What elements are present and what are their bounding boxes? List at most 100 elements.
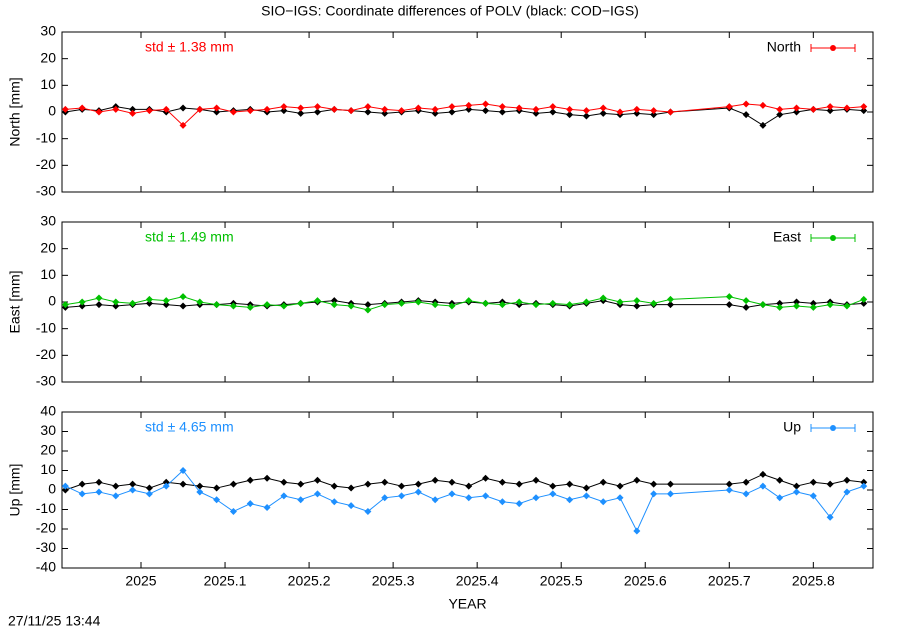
data-point bbox=[498, 108, 506, 116]
data-point bbox=[263, 504, 271, 512]
data-point bbox=[297, 496, 305, 504]
data-point bbox=[759, 101, 767, 109]
y-tick-label: -30 bbox=[36, 183, 56, 199]
data-point bbox=[532, 105, 540, 113]
data-point bbox=[263, 105, 271, 113]
data-point bbox=[666, 480, 674, 488]
data-point bbox=[246, 107, 254, 115]
series-line bbox=[65, 296, 864, 311]
data-point bbox=[196, 488, 204, 496]
y-tick-label: 20 bbox=[40, 239, 56, 255]
y-axis-label: Up [mm] bbox=[7, 464, 23, 517]
data-point bbox=[162, 105, 170, 113]
data-point bbox=[549, 299, 557, 307]
data-point bbox=[793, 488, 801, 496]
data-point bbox=[549, 108, 557, 116]
data-point bbox=[112, 302, 120, 310]
data-point bbox=[515, 298, 523, 306]
data-point bbox=[650, 299, 658, 307]
data-point bbox=[482, 299, 490, 307]
data-point bbox=[78, 480, 86, 488]
data-point bbox=[145, 107, 153, 115]
data-point bbox=[793, 298, 801, 306]
x-tick-label: 2025 bbox=[125, 573, 156, 589]
data-point bbox=[364, 103, 372, 111]
data-point bbox=[633, 476, 641, 484]
chart-title: SIO−IGS: Coordinate differences of POLV … bbox=[261, 3, 639, 19]
data-point bbox=[280, 492, 288, 500]
data-point bbox=[280, 478, 288, 486]
x-tick-label: 2025.1 bbox=[204, 573, 247, 589]
data-point bbox=[129, 486, 137, 494]
legend-symbol bbox=[830, 235, 836, 241]
data-point bbox=[776, 105, 784, 113]
data-point bbox=[196, 105, 204, 113]
data-point bbox=[860, 299, 868, 307]
data-point bbox=[213, 496, 221, 504]
data-point bbox=[246, 476, 254, 484]
x-tick-label: 2025.4 bbox=[456, 573, 499, 589]
data-point bbox=[431, 109, 439, 117]
data-point bbox=[566, 301, 574, 309]
data-point bbox=[78, 490, 86, 498]
data-point bbox=[843, 302, 851, 310]
y-tick-label: -10 bbox=[36, 500, 56, 516]
series-line bbox=[65, 300, 864, 308]
data-point bbox=[742, 100, 750, 108]
x-axis-label: YEAR bbox=[448, 596, 486, 612]
legend-label: East bbox=[773, 229, 801, 245]
data-point bbox=[793, 104, 801, 112]
data-point bbox=[843, 104, 851, 112]
data-point bbox=[414, 104, 422, 112]
data-point bbox=[162, 297, 170, 305]
x-tick-label: 2025.6 bbox=[624, 573, 667, 589]
data-point bbox=[381, 301, 389, 309]
y-axis-label: North [mm] bbox=[7, 77, 23, 146]
data-point bbox=[582, 107, 590, 115]
data-point bbox=[448, 478, 456, 486]
data-point bbox=[95, 108, 103, 116]
data-point bbox=[381, 105, 389, 113]
data-point bbox=[566, 105, 574, 113]
data-point bbox=[809, 105, 817, 113]
data-point bbox=[431, 105, 439, 113]
data-point bbox=[616, 108, 624, 116]
data-point bbox=[633, 527, 641, 535]
y-tick-label: -20 bbox=[36, 520, 56, 536]
data-point bbox=[398, 492, 406, 500]
data-point bbox=[532, 494, 540, 502]
series-line bbox=[65, 103, 864, 127]
annotation: std ± 1.49 mm bbox=[145, 229, 234, 245]
series-line bbox=[65, 469, 864, 533]
data-point bbox=[179, 467, 187, 474]
data-point bbox=[145, 484, 153, 492]
data-point bbox=[482, 492, 490, 500]
data-point bbox=[448, 302, 456, 310]
data-point bbox=[725, 486, 733, 494]
data-point bbox=[566, 480, 574, 488]
data-point bbox=[498, 301, 506, 309]
data-point bbox=[129, 299, 137, 307]
data-point bbox=[759, 482, 767, 490]
data-point bbox=[465, 101, 473, 109]
data-point bbox=[330, 301, 338, 309]
data-point bbox=[280, 302, 288, 310]
data-point bbox=[229, 108, 237, 116]
data-point bbox=[809, 299, 817, 307]
data-point bbox=[313, 490, 321, 498]
data-point bbox=[465, 297, 473, 305]
data-point bbox=[61, 301, 69, 309]
legend-symbol bbox=[830, 425, 836, 431]
data-point bbox=[599, 104, 607, 112]
y-tick-label: 0 bbox=[48, 103, 56, 119]
data-point bbox=[297, 299, 305, 307]
data-point bbox=[616, 482, 624, 490]
plot-frame bbox=[61, 221, 874, 383]
data-point bbox=[179, 302, 187, 310]
y-tick-label: 30 bbox=[40, 213, 56, 229]
data-point bbox=[330, 498, 338, 506]
data-point bbox=[364, 480, 372, 488]
data-point bbox=[95, 478, 103, 486]
data-point bbox=[431, 301, 439, 309]
